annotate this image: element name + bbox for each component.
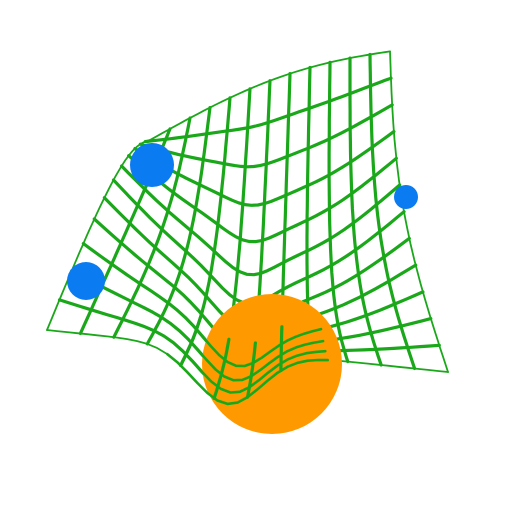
mesh-line — [145, 106, 212, 346]
mesh-line — [172, 341, 327, 394]
mesh-line — [348, 56, 383, 367]
mesh-line — [166, 352, 329, 406]
small-blue-sphere-left — [67, 262, 105, 300]
mesh-line — [389, 50, 449, 373]
mesh-line — [178, 329, 325, 382]
mesh-line — [183, 316, 323, 368]
mesh-line — [112, 116, 192, 339]
wire-mesh-front-strands — [166, 309, 329, 406]
small-blue-sphere-right — [394, 185, 418, 209]
mesh-line — [179, 309, 204, 367]
small-blue-sphere-upper-left — [130, 143, 174, 187]
mesh-line — [327, 60, 350, 364]
large-orange-sphere — [202, 294, 342, 434]
mesh-line — [368, 52, 417, 371]
